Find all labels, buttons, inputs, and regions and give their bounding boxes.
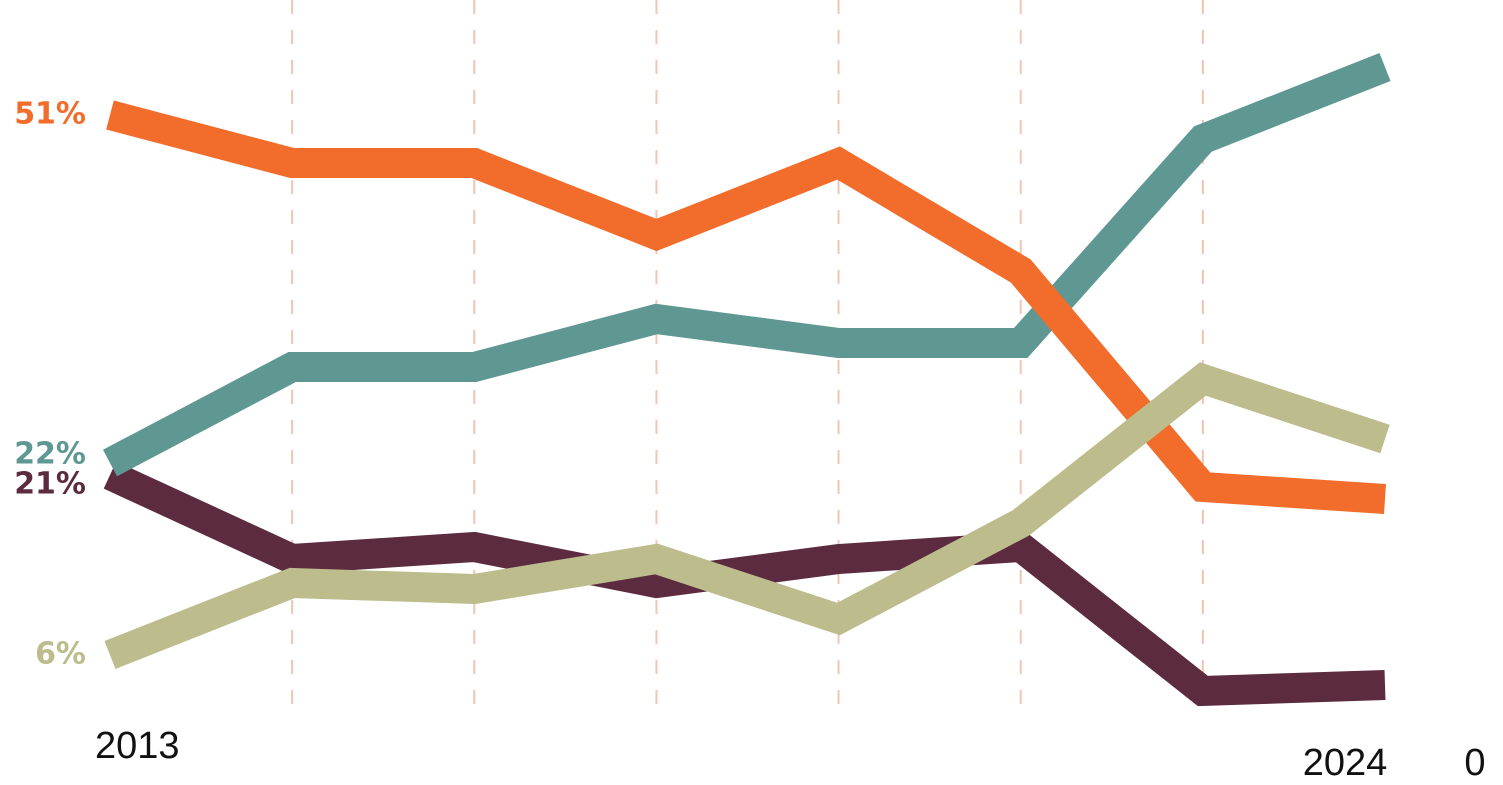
x-tick-label: 2013 bbox=[95, 725, 180, 767]
line-series bbox=[103, 461, 1386, 707]
series-label: 21% bbox=[14, 467, 86, 502]
line-series bbox=[104, 362, 1390, 669]
x-tick-label: 2024 bbox=[1303, 742, 1388, 784]
line-series bbox=[106, 100, 1386, 514]
y-tick-label: 0 bbox=[1464, 742, 1485, 784]
series-label: 51% bbox=[14, 97, 86, 132]
series-label: 22% bbox=[14, 437, 86, 472]
line-series bbox=[103, 53, 1391, 477]
series-label: 6% bbox=[35, 637, 86, 672]
